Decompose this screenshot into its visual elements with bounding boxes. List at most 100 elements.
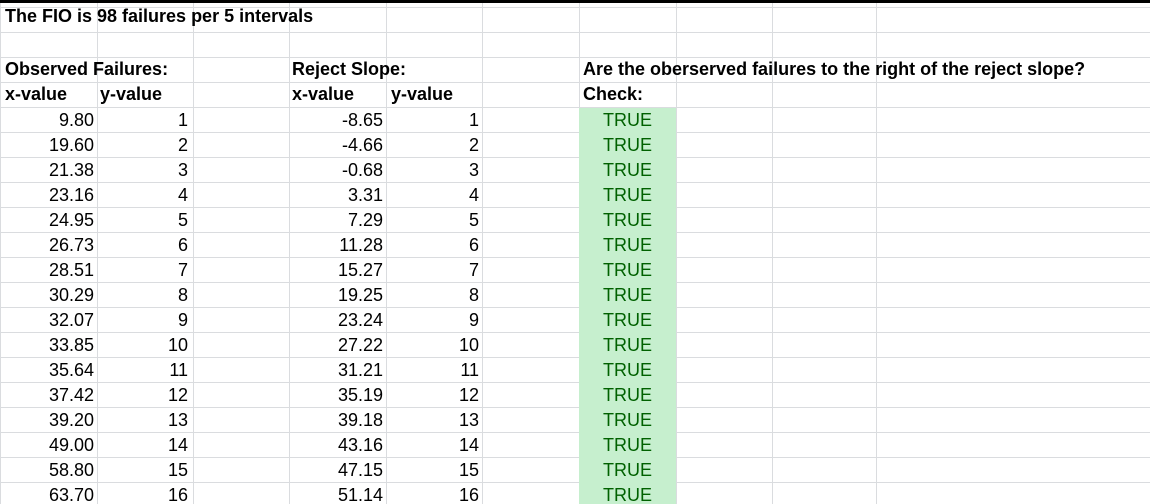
- column-gridline: [772, 0, 773, 504]
- reject-y-cell[interactable]: 10: [458, 335, 479, 355]
- reject-y-cell[interactable]: 6: [468, 235, 479, 255]
- observed-x-cell[interactable]: 37.42: [48, 385, 94, 405]
- check-cell[interactable]: TRUE: [603, 485, 652, 504]
- observed-header[interactable]: Observed Failures:: [5, 59, 169, 79]
- check-cell[interactable]: TRUE: [603, 135, 652, 155]
- observed-y-cell[interactable]: 11: [169, 360, 188, 380]
- observed-y-cell[interactable]: 15: [167, 460, 188, 480]
- check-cell[interactable]: TRUE: [603, 310, 652, 330]
- observed-x-cell[interactable]: 26.73: [48, 235, 94, 255]
- check-cell[interactable]: TRUE: [603, 360, 652, 380]
- observed-y-cell[interactable]: 5: [177, 210, 188, 230]
- observed-x-cell[interactable]: 35.64: [48, 360, 94, 380]
- row-gridline: [0, 232, 1150, 233]
- reject-header[interactable]: Reject Slope:: [292, 59, 407, 79]
- column-gridline: [97, 0, 98, 504]
- observed-y-cell[interactable]: 4: [177, 185, 188, 205]
- row-gridline: [0, 82, 1150, 83]
- reject-x-cell[interactable]: 15.27: [337, 260, 383, 280]
- reject-y-cell[interactable]: 8: [468, 285, 479, 305]
- reject-y-cell[interactable]: 4: [468, 185, 479, 205]
- check-cell[interactable]: TRUE: [603, 385, 652, 405]
- reject-y-cell[interactable]: 9: [468, 310, 479, 330]
- reject-y-cell[interactable]: 12: [458, 385, 479, 405]
- reject-y-cell[interactable]: 13: [458, 410, 479, 430]
- reject-x-cell[interactable]: 27.22: [337, 335, 383, 355]
- reject-x-cell[interactable]: -0.68: [341, 160, 383, 180]
- observed-x-cell[interactable]: 24.95: [48, 210, 94, 230]
- observed-x-cell[interactable]: 19.60: [48, 135, 94, 155]
- reject-x-cell[interactable]: 43.16: [337, 435, 383, 455]
- reject-y-cell[interactable]: 14: [458, 435, 479, 455]
- reject-y-cell[interactable]: 7: [468, 260, 479, 280]
- observed-y-cell[interactable]: 14: [167, 435, 188, 455]
- reject-x-cell[interactable]: 31.21: [337, 360, 383, 380]
- observed-x-cell[interactable]: 32.07: [48, 310, 94, 330]
- column-gridline: [482, 0, 483, 504]
- observed-x-label[interactable]: x-value: [5, 84, 68, 104]
- observed-y-cell[interactable]: 16: [167, 485, 188, 504]
- reject-x-cell[interactable]: 23.24: [337, 310, 383, 330]
- reject-x-cell[interactable]: 11.28: [339, 235, 383, 255]
- check-cell[interactable]: TRUE: [603, 460, 652, 480]
- row-gridline: [0, 207, 1150, 208]
- observed-x-cell[interactable]: 9.80: [58, 110, 94, 130]
- observed-y-cell[interactable]: 10: [167, 335, 188, 355]
- observed-x-cell[interactable]: 21.38: [48, 160, 94, 180]
- check-cell[interactable]: TRUE: [603, 410, 652, 430]
- observed-y-cell[interactable]: 9: [177, 310, 188, 330]
- observed-y-cell[interactable]: 3: [177, 160, 188, 180]
- observed-x-cell[interactable]: 49.00: [48, 435, 94, 455]
- observed-x-cell[interactable]: 33.85: [48, 335, 94, 355]
- reject-y-cell[interactable]: 1: [468, 110, 479, 130]
- reject-y-label[interactable]: y-value: [391, 84, 454, 104]
- reject-x-cell[interactable]: 3.31: [347, 185, 383, 205]
- observed-y-cell[interactable]: 6: [177, 235, 188, 255]
- observed-x-cell[interactable]: 30.29: [48, 285, 94, 305]
- row-gridline: [0, 107, 1150, 108]
- reject-x-cell[interactable]: -8.65: [341, 110, 383, 130]
- reject-x-cell[interactable]: 35.19: [337, 385, 383, 405]
- reject-y-cell[interactable]: 15: [458, 460, 479, 480]
- column-gridline: [193, 0, 194, 504]
- observed-x-cell[interactable]: 63.70: [48, 485, 94, 504]
- check-cell[interactable]: TRUE: [603, 160, 652, 180]
- check-cell[interactable]: TRUE: [603, 435, 652, 455]
- check-cell[interactable]: TRUE: [603, 185, 652, 205]
- check-cell[interactable]: TRUE: [603, 110, 652, 130]
- check-cell[interactable]: TRUE: [603, 335, 652, 355]
- reject-y-cell[interactable]: 16: [458, 485, 479, 504]
- check-cell[interactable]: TRUE: [603, 235, 652, 255]
- observed-x-cell[interactable]: 28.51: [48, 260, 94, 280]
- reject-y-cell[interactable]: 11: [460, 360, 479, 380]
- reject-x-cell[interactable]: -4.66: [341, 135, 383, 155]
- reject-x-cell[interactable]: 7.29: [347, 210, 383, 230]
- observed-x-cell[interactable]: 58.80: [48, 460, 94, 480]
- reject-y-cell[interactable]: 2: [468, 135, 479, 155]
- check-cell[interactable]: TRUE: [603, 285, 652, 305]
- observed-x-cell[interactable]: 23.16: [48, 185, 94, 205]
- observed-y-cell[interactable]: 8: [177, 285, 188, 305]
- row-gridline: [0, 282, 1150, 283]
- reject-y-cell[interactable]: 5: [468, 210, 479, 230]
- sheet-title[interactable]: The FIO is 98 failures per 5 intervals: [5, 6, 314, 26]
- observed-y-label[interactable]: y-value: [100, 84, 163, 104]
- observed-y-cell[interactable]: 13: [167, 410, 188, 430]
- check-question[interactable]: Are the oberserved failures to the right…: [583, 59, 1086, 79]
- reject-x-cell[interactable]: 39.18: [337, 410, 383, 430]
- check-label[interactable]: Check:: [583, 84, 644, 104]
- observed-y-cell[interactable]: 1: [177, 110, 188, 130]
- reject-y-cell[interactable]: 3: [468, 160, 479, 180]
- column-gridline: [676, 0, 677, 504]
- reject-x-label[interactable]: x-value: [292, 84, 355, 104]
- check-cell[interactable]: TRUE: [603, 210, 652, 230]
- reject-x-cell[interactable]: 51.14: [337, 485, 383, 504]
- reject-x-cell[interactable]: 47.15: [337, 460, 383, 480]
- observed-y-cell[interactable]: 12: [167, 385, 188, 405]
- observed-y-cell[interactable]: 2: [177, 135, 188, 155]
- check-cell[interactable]: TRUE: [603, 260, 652, 280]
- observed-x-cell[interactable]: 39.20: [48, 410, 94, 430]
- observed-y-cell[interactable]: 7: [177, 260, 188, 280]
- reject-x-cell[interactable]: 19.25: [337, 285, 383, 305]
